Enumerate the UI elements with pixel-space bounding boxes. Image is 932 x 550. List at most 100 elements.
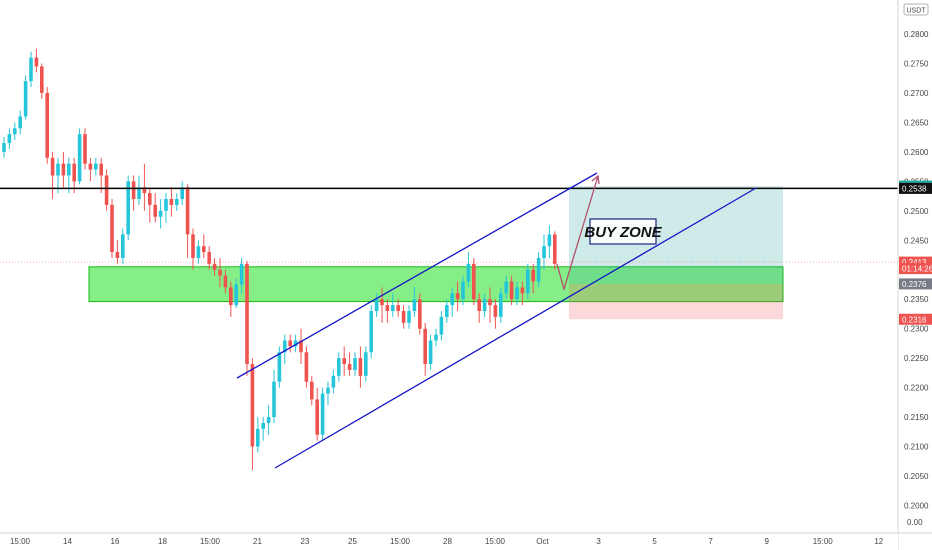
candle-body [547,234,552,247]
candle-body [83,134,87,164]
candle-body [380,299,384,306]
candle-body [499,293,503,317]
candle-body [423,328,427,365]
candle-body [477,299,481,312]
candle-body [369,311,373,353]
candle-body [88,163,93,170]
candle-body [175,199,179,205]
price-tick-label: 0.2100 [904,443,929,452]
price-tag [899,182,932,194]
candle-body [104,175,109,205]
time-tick-label: Oct [536,537,549,546]
candle-body [142,187,147,194]
price-tag [899,278,932,290]
time-tick-label: 7 [708,537,713,546]
candle-body [542,246,546,258]
candle-body [337,358,341,376]
candle-body [401,311,406,323]
candle-body [461,281,465,300]
candle-body [293,340,298,347]
price-tag [899,313,932,325]
price-tick-label: 0.00 [907,518,923,527]
candle-body [407,311,411,323]
candle-body [158,210,163,217]
candle-body [45,92,49,158]
candle-body [331,375,336,388]
candle-body [418,299,422,329]
candle-body [526,269,530,294]
candle-body [131,181,136,200]
time-tick-label: 18 [158,537,167,546]
candle-body [40,66,44,93]
candle-body [94,163,98,170]
candle-body [137,187,141,200]
time-tick-label: 15:00 [10,537,31,546]
time-tick-label: 16 [111,537,120,546]
price-tag-label: 0.2413 [902,258,927,267]
candle-body [234,284,238,306]
candle-body [218,269,222,276]
candle-body [358,358,363,376]
candle-body [67,163,71,176]
candle-body [509,281,514,300]
time-axis: 15:00 14 16 18 15:00 21 23 25 15:00 28 15:00 Oct 3 5 7… [0,532,932,550]
candle-body [353,358,357,370]
time-tick-label: 15:00 [200,537,221,546]
candle-body [250,364,255,447]
price-tick-label: 0.2450 [904,236,929,245]
candle-body [2,143,6,152]
price-tag-label: 0.2538 [902,184,927,193]
buy-zone-label: BUY ZONE [584,224,662,241]
candle-body [472,263,476,300]
candle-body [553,234,557,264]
candle-body [115,252,120,258]
price-tag-label: 01:14:26 [902,265,932,274]
candle-body [18,116,22,129]
time-tick-label: 25 [348,537,357,546]
zone-layer [88,186,784,320]
candle-body [23,81,28,117]
candle-body [396,305,400,312]
candle-body [385,305,390,312]
candle-body [196,246,201,258]
candle-body [299,340,303,353]
currency-label: USDT [906,8,926,15]
candle-body [50,157,55,176]
price-tag [899,263,932,275]
candle-body [77,134,82,182]
candle-body [347,364,352,370]
candle-body [283,340,287,353]
time-tick-label: 15:00 [813,537,834,546]
price-tick-label: 0.2250 [904,354,929,363]
channel-upper-line [236,172,598,379]
candle-body [61,163,66,176]
candle-body [428,340,433,365]
candle-body [455,293,460,300]
drawings: BUY ZONE [0,172,898,469]
price-tag-label: 0.2376 [902,280,927,289]
price-tick-label: 0.2700 [904,89,929,98]
candle-body [288,340,292,347]
candle-body [342,358,346,365]
candle-body [450,293,454,306]
candle-body [126,181,130,235]
candle-body [202,246,206,253]
time-tick-label: 15:00 [390,537,411,546]
time-tick-label: 5 [652,537,657,546]
stop-zone [569,283,783,320]
candle-body [169,199,174,205]
candle-body [536,257,541,282]
candle-body [121,234,125,258]
candle-body [488,299,492,306]
time-tick-label: 12 [874,537,883,546]
currency-badge[interactable]: USDT [903,3,929,16]
candle-body [245,263,249,365]
candle-body [304,352,309,382]
candle-body [29,57,33,82]
candle-body [320,393,325,435]
price-axis: 0.28000.27500.27000.26500.26000.25500.25… [897,0,932,550]
candle-body [7,134,12,144]
price-tick-label: 0.2350 [904,295,929,304]
